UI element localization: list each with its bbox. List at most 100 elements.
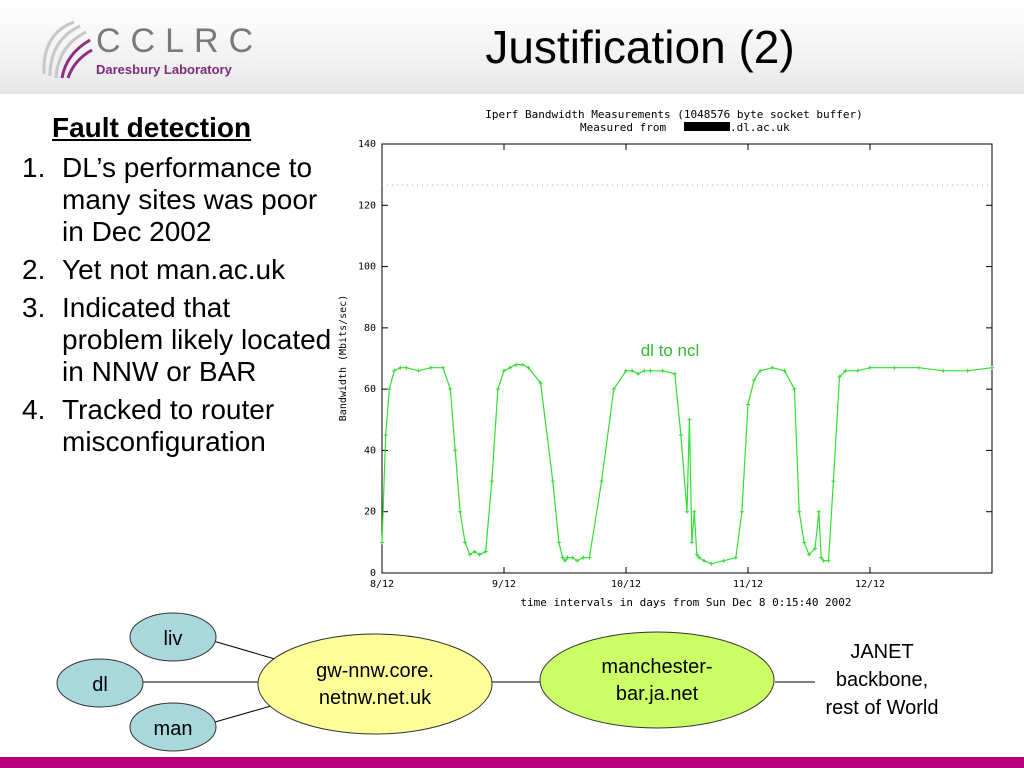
data-point [819, 555, 824, 560]
data-point [380, 540, 384, 545]
data-point [685, 509, 689, 514]
node-gw-label-1: gw-nnw.core. [316, 660, 434, 682]
data-point [837, 374, 842, 379]
data-point [428, 365, 433, 370]
x-tick-label: 8/12 [370, 579, 394, 590]
y-tick-label: 80 [364, 323, 376, 334]
x-tick-label: 10/12 [611, 579, 641, 590]
list-text: Yet not man.ac.uk [62, 254, 286, 285]
data-point [489, 479, 494, 484]
data-point [398, 365, 403, 370]
data-point [556, 540, 561, 545]
y-axis: 0 20 40 60 80 100 120 140 [358, 139, 992, 579]
data-point [697, 555, 702, 560]
data-point [448, 387, 453, 392]
chart-subtitle-prefix: Measured from [580, 121, 666, 134]
data-point [843, 368, 848, 373]
x-tick-label: 11/12 [733, 579, 763, 590]
data-point [660, 368, 665, 373]
node-bar-label-2: bar.ja.net [616, 683, 699, 705]
list-item: 3. Indicated that problem likely located … [22, 292, 332, 388]
data-point [678, 433, 683, 438]
y-tick-label: 20 [364, 507, 376, 518]
data-point [387, 387, 392, 392]
chart-title: Iperf Bandwidth Measurements (1048576 by… [485, 108, 863, 121]
data-point [752, 377, 757, 382]
list-text: DL’s performance to many sites was poor … [62, 152, 318, 247]
data-point [630, 368, 635, 373]
chart-subtitle-suffix: .dl.ac.uk [730, 121, 790, 134]
plot-frame [381, 143, 993, 574]
data-point [802, 540, 807, 545]
data-point [770, 365, 775, 370]
data-point [581, 555, 586, 560]
data-point [855, 368, 860, 373]
data-point [826, 558, 831, 563]
cclrc-logo-icon [42, 20, 93, 79]
data-point [692, 509, 697, 514]
series-group [380, 362, 994, 566]
data-point [550, 479, 555, 484]
data-point [642, 368, 647, 373]
data-point [892, 365, 897, 370]
node-manchester-bar [539, 631, 775, 729]
data-point [538, 381, 543, 386]
y-tick-label: 100 [358, 262, 376, 273]
bandwidth-chart: Iperf Bandwidth Measurements (1048576 by… [330, 100, 1010, 612]
list-item: 4. Tracked to router misconfiguration [22, 394, 332, 458]
y-tick-label: 140 [358, 139, 376, 150]
data-point [458, 509, 463, 514]
data-point [462, 540, 467, 545]
data-point [520, 362, 525, 367]
data-point [563, 558, 567, 563]
data-point [689, 540, 694, 545]
slide-title: Justification (2) [485, 21, 795, 73]
data-point [868, 365, 872, 370]
data-point [721, 558, 726, 563]
node-bar-label-1: manchester- [601, 656, 712, 678]
data-point [441, 365, 445, 370]
janet-label-1: JANET [850, 641, 913, 663]
data-point [599, 479, 604, 484]
data-point [807, 552, 811, 557]
list-text: Tracked to router misconfiguration [62, 394, 275, 457]
data-point [472, 549, 477, 554]
data-point [483, 549, 488, 554]
node-gw-label-2: netnw.net.uk [319, 687, 432, 709]
node-man [129, 702, 217, 752]
logo-wordmark: CCLRC [96, 22, 264, 60]
data-point [831, 479, 836, 484]
data-point [508, 365, 513, 370]
data-point [797, 509, 802, 514]
logo-subtitle: Daresbury Laboratory [96, 62, 232, 77]
data-point [941, 368, 946, 373]
chart-svg: Iperf Bandwidth Measurements (1048576 by… [338, 108, 994, 609]
x-tick-label: 12/12 [855, 579, 885, 590]
data-point [383, 433, 388, 438]
x-tick-label: 9/12 [492, 579, 516, 590]
node-liv-label: liv [164, 628, 183, 650]
data-point [636, 371, 641, 376]
data-point [416, 368, 421, 373]
data-point [570, 555, 575, 560]
data-point [816, 509, 821, 514]
y-tick-label: 120 [358, 200, 376, 211]
data-point [758, 368, 763, 373]
data-point [477, 552, 482, 557]
data-point [916, 365, 921, 370]
series-line [381, 364, 993, 565]
footer-bar [0, 757, 1024, 768]
data-point [648, 368, 653, 373]
node-dl-label: dl [92, 674, 108, 696]
y-axis-label: Bandwidth (Mbits/sec) [338, 295, 349, 421]
bullets-heading: Fault detection [52, 112, 252, 143]
data-point [821, 558, 826, 563]
list-text: Indicated that problem likely located in… [62, 292, 332, 387]
chart-subtitle: Measured from .dl.ac.uk [580, 121, 790, 134]
data-point [587, 555, 592, 560]
list-number: 3. [22, 292, 46, 323]
janet-label-3: rest of World [826, 697, 939, 719]
data-point [624, 368, 628, 373]
data-point [560, 555, 565, 560]
data-point [467, 552, 472, 557]
